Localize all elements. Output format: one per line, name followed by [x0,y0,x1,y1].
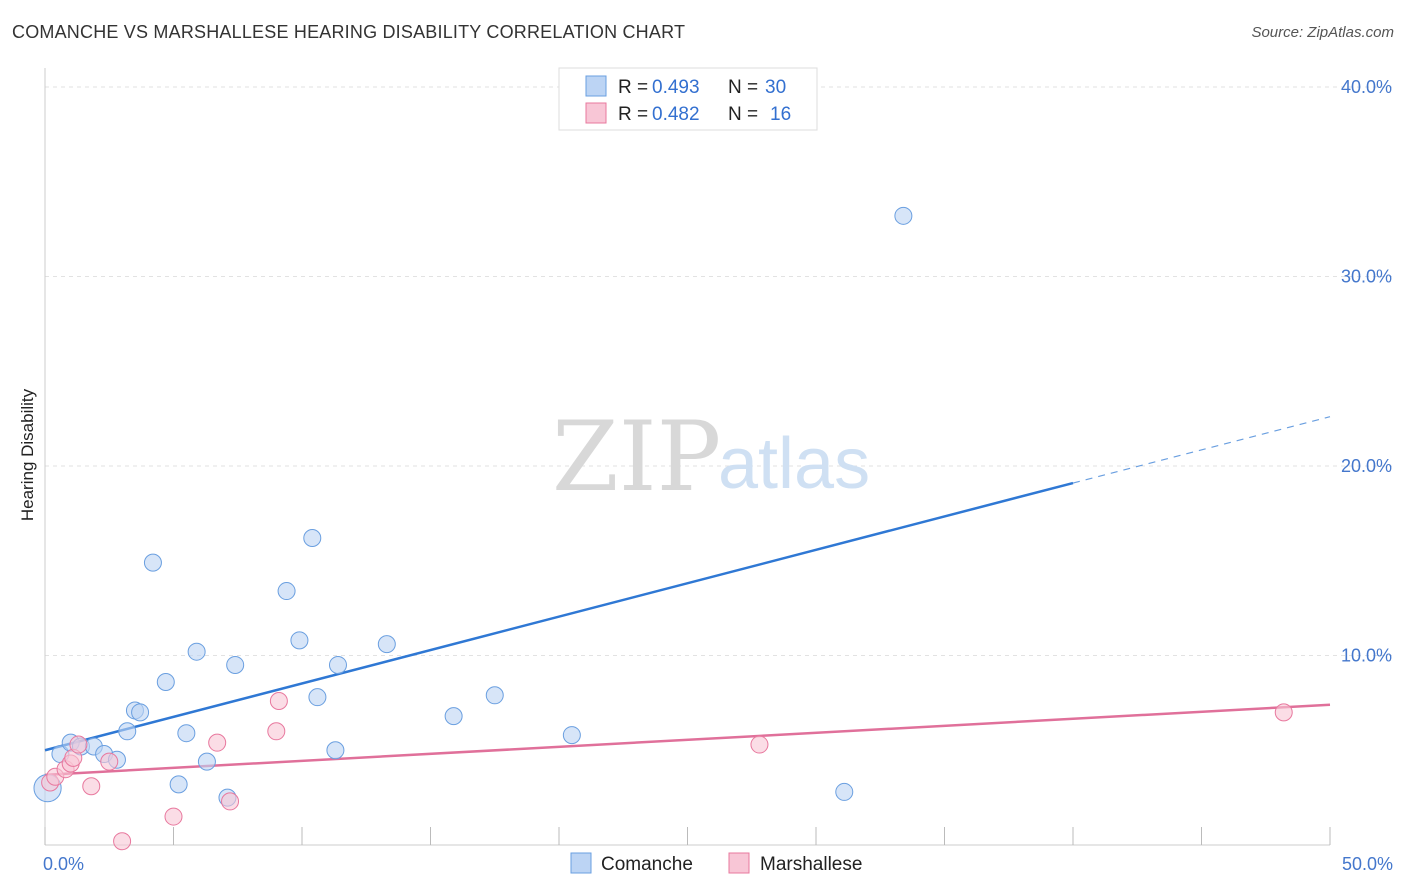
data-points [33,206,1293,851]
comanche-point-26 [485,686,504,705]
legend-r-label-1: R = [618,77,648,98]
legend-n-label-2: N = [728,104,758,125]
axes [44,68,1331,846]
comanche-point-19 [290,631,309,650]
source-label: Source: ZipAtlas.com [1251,24,1394,41]
comanche-point-10 [143,553,162,572]
y-tick-label-0: 10.0% [1341,645,1392,665]
comanche-point-14 [187,642,206,661]
comanche-point-20 [303,528,322,547]
legend-r-value-2: 0.482 [652,104,700,125]
comanche-point-9 [131,703,150,722]
comanche-point-21 [308,688,327,707]
trend-extension-comanche [1072,416,1331,484]
marshallese-point-12 [267,722,286,741]
y-tick-label-3: 40.0% [1341,77,1392,97]
comanche-point-23 [328,655,347,674]
marshallese-point-5 [69,735,88,754]
comanche-point-13 [177,724,196,743]
comanche-point-22 [326,741,345,760]
comanche-point-28 [835,782,854,801]
trend-line-marshallese [44,703,1331,777]
bottom-legend-swatch-marshallese [728,852,750,874]
marshallese-point-8 [113,832,132,851]
bottom-legend-comanche: Comanche [601,854,693,875]
legend-n-value-2: 16 [770,104,791,125]
comanche-point-27 [562,726,581,745]
legend-swatch-comanche [585,75,607,97]
tick-labels: 10.0% 20.0% 30.0% 40.0% 0.0% 50.0% [43,77,1393,874]
comanche-point-11 [156,673,175,692]
y-tick-label-2: 30.0% [1341,266,1392,286]
y-axis-title: Hearing Disability [18,388,37,521]
marshallese-point-9 [164,807,183,826]
legend: R = 0.493 N = 30 R = 0.482 N = 16 [558,67,818,131]
chart-title: COMANCHE VS MARSHALLESE HEARING DISABILI… [12,22,686,42]
legend-n-value-1: 30 [765,77,786,98]
comanche-point-25 [444,707,463,726]
watermark-atlas: atlas [718,424,870,504]
marshallese-point-7 [100,752,119,771]
grid-lines [45,86,1392,656]
legend-swatch-marshallese [585,102,607,124]
marshallese-point-11 [221,792,240,811]
legend-r-value-1: 0.493 [652,77,700,98]
marshallese-point-14 [750,735,769,754]
marshallese-point-10 [208,733,227,752]
bottom-legend: Comanche Marshallese [570,852,862,875]
x-tick-label-0: 0.0% [43,854,84,874]
comanche-point-15 [197,752,216,771]
comanche-point-7 [118,722,137,741]
legend-n-label-1: N = [728,77,758,98]
comanche-point-18 [277,582,296,601]
marshallese-point-15 [1274,703,1293,722]
bottom-legend-marshallese: Marshallese [760,854,862,875]
trend-lines [44,416,1331,777]
y-tick-label-1: 20.0% [1341,456,1392,476]
legend-r-label-2: R = [618,104,648,125]
comanche-point-29 [894,206,913,225]
comanche-point-24 [377,635,396,654]
marshallese-point-6 [82,777,101,796]
comanche-point-12 [169,775,188,794]
watermark-zip: ZIP [552,401,721,513]
bottom-legend-swatch-comanche [570,852,592,874]
comanche-point-17 [226,655,245,674]
x-tick-label-1: 50.0% [1342,854,1393,874]
marshallese-point-13 [269,691,288,710]
trend-line-comanche [44,481,1074,752]
